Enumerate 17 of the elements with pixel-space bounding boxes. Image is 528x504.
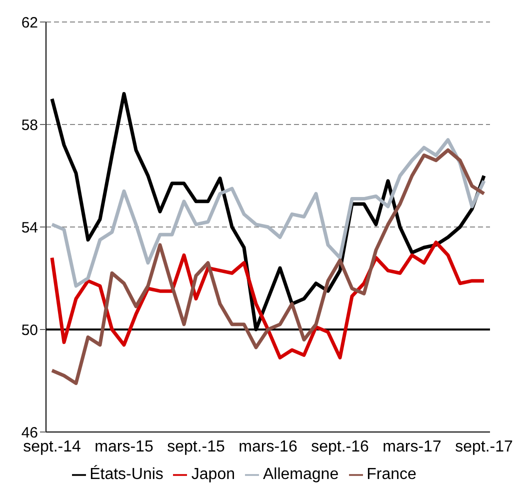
x-tick-label: mars-15 bbox=[94, 438, 154, 456]
line-series bbox=[50, 240, 486, 360]
y-tick-label: 58 bbox=[21, 116, 38, 134]
x-tick-label: mars-17 bbox=[382, 438, 442, 456]
line-series bbox=[50, 138, 486, 288]
y-tick-label: 54 bbox=[21, 219, 38, 236]
legend-label: France bbox=[366, 466, 416, 483]
y-tick-label: 50 bbox=[21, 322, 38, 339]
x-tick-label: sept.-17 bbox=[455, 438, 514, 456]
x-tick-label: sept.-16 bbox=[311, 438, 370, 456]
x-tick-label: mars-16 bbox=[238, 438, 298, 456]
line-series bbox=[50, 148, 486, 386]
legend-label: États-Unis bbox=[90, 466, 164, 483]
legend-label: Japon bbox=[191, 466, 235, 483]
legend-label: Allemagne bbox=[262, 466, 339, 483]
y-tick-label: 62 bbox=[21, 14, 38, 32]
x-tick-label: sept.-15 bbox=[167, 438, 226, 456]
